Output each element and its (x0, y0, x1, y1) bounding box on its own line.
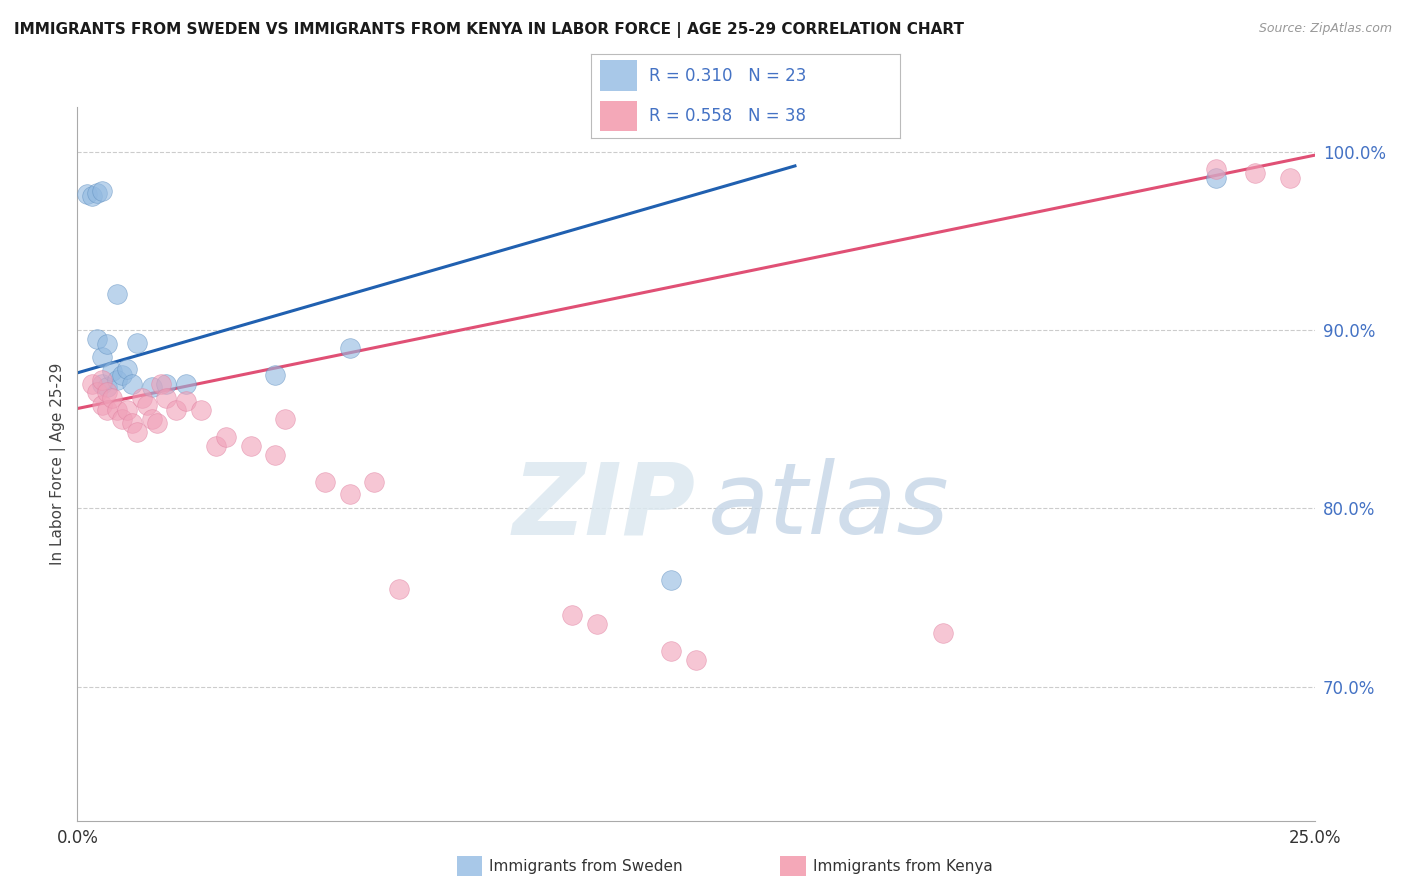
Point (91, 184, 114, 198)
Point (121, 376, 143, 391)
Point (82, 189, 104, 203)
Point (105, 287, 128, 301)
Point (155, 391, 177, 405)
Point (685, 653, 707, 667)
Point (96, 385, 118, 400)
Text: ZIP: ZIP (513, 458, 696, 555)
Point (101, 391, 124, 405)
Point (82, 376, 104, 391)
Point (274, 412, 297, 426)
Point (96, 403, 118, 417)
Text: Immigrants from Sweden: Immigrants from Sweden (489, 859, 683, 873)
Point (115, 362, 138, 376)
Point (91, 376, 114, 391)
Point (561, 608, 583, 623)
Point (205, 439, 228, 453)
Point (96, 380, 118, 394)
Text: R = 0.310   N = 23: R = 0.310 N = 23 (650, 67, 807, 85)
Point (363, 475, 385, 489)
Point (105, 403, 128, 417)
Point (659, 644, 682, 658)
Text: atlas: atlas (709, 458, 950, 555)
Point (314, 475, 336, 489)
Point (145, 416, 167, 430)
Point (264, 448, 287, 462)
Point (86, 186, 108, 200)
Bar (600, 61, 637, 91)
Point (264, 368, 287, 382)
Point (1205, 162, 1227, 177)
Point (125, 335, 148, 350)
Point (115, 403, 138, 417)
Point (239, 439, 262, 453)
Point (141, 412, 163, 426)
Point (1278, 171, 1301, 186)
Text: R = 0.558   N = 38: R = 0.558 N = 38 (650, 107, 806, 125)
Point (339, 341, 361, 355)
Point (174, 394, 197, 409)
Point (932, 626, 955, 640)
Point (174, 376, 197, 391)
Point (1244, 166, 1267, 180)
Point (101, 364, 124, 378)
Point (388, 582, 411, 596)
Point (1205, 171, 1227, 186)
Point (155, 376, 177, 391)
Point (105, 373, 128, 387)
Point (91, 350, 114, 364)
Point (86, 332, 108, 346)
Point (190, 403, 212, 417)
Point (96, 337, 118, 351)
Point (131, 391, 153, 405)
Point (91, 373, 114, 387)
Point (111, 368, 134, 382)
Text: Source: ZipAtlas.com: Source: ZipAtlas.com (1258, 22, 1392, 36)
Point (141, 380, 163, 394)
Point (125, 425, 148, 439)
Text: Immigrants from Kenya: Immigrants from Kenya (813, 859, 993, 873)
Point (165, 403, 187, 417)
Point (86, 385, 108, 400)
Point (121, 416, 143, 430)
Point (586, 617, 609, 632)
Text: IMMIGRANTS FROM SWEDEN VS IMMIGRANTS FROM KENYA IN LABOR FORCE | AGE 25-29 CORRE: IMMIGRANTS FROM SWEDEN VS IMMIGRANTS FRO… (14, 22, 965, 38)
Point (215, 430, 238, 444)
Y-axis label: In Labor Force | Age 25-29: In Labor Force | Age 25-29 (51, 363, 66, 565)
Point (91, 398, 114, 412)
Point (76, 187, 98, 202)
Point (111, 412, 134, 426)
Point (659, 573, 682, 587)
Point (150, 376, 173, 391)
Bar (600, 101, 637, 131)
Point (339, 487, 361, 501)
Point (135, 398, 157, 412)
